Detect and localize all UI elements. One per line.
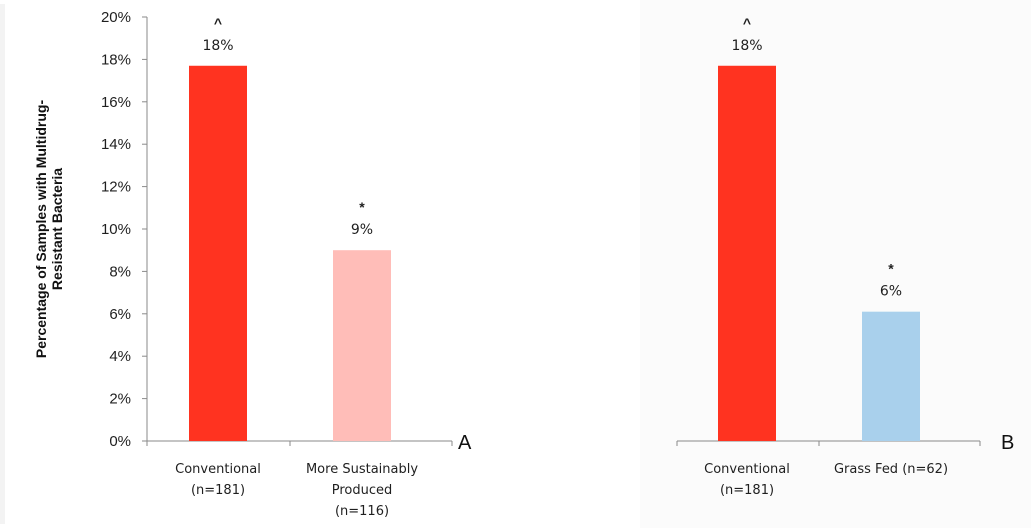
y-tick-label: 8%	[109, 263, 131, 280]
panel-label-a: A	[458, 432, 472, 454]
y-tick-label: 10%	[101, 221, 131, 238]
y-axis-title: Percentage of Samples with Multidrug-Res…	[33, 100, 65, 359]
category-label-line: (n=181)	[191, 483, 245, 498]
y-tick-label: 16%	[101, 94, 131, 111]
category-label-b-1: Conventional (n=181)	[704, 462, 790, 498]
category-label-line: Conventional	[175, 462, 261, 477]
significance-marker-a-2: *	[359, 199, 365, 215]
chart-panel-b: 18% ^ Conventional (n=181) 6% * Grass Fed (n=6…	[676, 15, 1014, 498]
y-tick-label: 6%	[109, 306, 131, 323]
y-axis-title-line: Percentage of Samples with Multidrug-	[33, 100, 49, 359]
category-label-b-2: Grass Fed (n=62)	[834, 462, 948, 477]
bar-b-1	[718, 65, 776, 441]
bar-a-1	[189, 65, 247, 441]
data-label-b-1: 18%	[731, 38, 762, 54]
category-label-a-2: More Sustainably Produced (n=116)	[306, 462, 418, 519]
category-label-line: Grass Fed (n=62)	[834, 462, 948, 477]
y-tick-label: 2%	[109, 391, 131, 408]
data-label-a-1: 18%	[202, 38, 233, 54]
significance-marker-a-1: ^	[214, 15, 222, 31]
category-label-line: (n=116)	[335, 504, 389, 519]
y-tick-label: 12%	[101, 179, 131, 196]
category-label-line: (n=181)	[720, 483, 774, 498]
y-tick-label: 14%	[101, 136, 131, 153]
y-tick-label: 20%	[101, 9, 131, 26]
chart-panel-a: 0% 2% 4% 6% 8% 10% 12% 14% 16% 18% 20% Percentage o…	[33, 9, 472, 519]
panel-label-b: B	[1001, 432, 1014, 454]
bar-a-2	[333, 250, 391, 441]
data-label-a-2: 9%	[351, 222, 373, 238]
y-axis-title-line: Resistant Bacteria	[49, 168, 65, 290]
y-tick-label: 4%	[109, 348, 131, 365]
significance-marker-b-1: ^	[743, 15, 751, 31]
data-label-b-2: 6%	[880, 284, 902, 300]
y-tick-label: 18%	[101, 51, 131, 68]
significance-marker-b-2: *	[888, 261, 894, 277]
category-label-a-1: Conventional (n=181)	[175, 462, 261, 498]
category-label-line: Produced	[332, 483, 393, 498]
category-label-line: More Sustainably	[306, 462, 418, 477]
category-label-line: Conventional	[704, 462, 790, 477]
y-tick-label: 0%	[109, 433, 131, 450]
bar-b-2	[862, 311, 920, 441]
